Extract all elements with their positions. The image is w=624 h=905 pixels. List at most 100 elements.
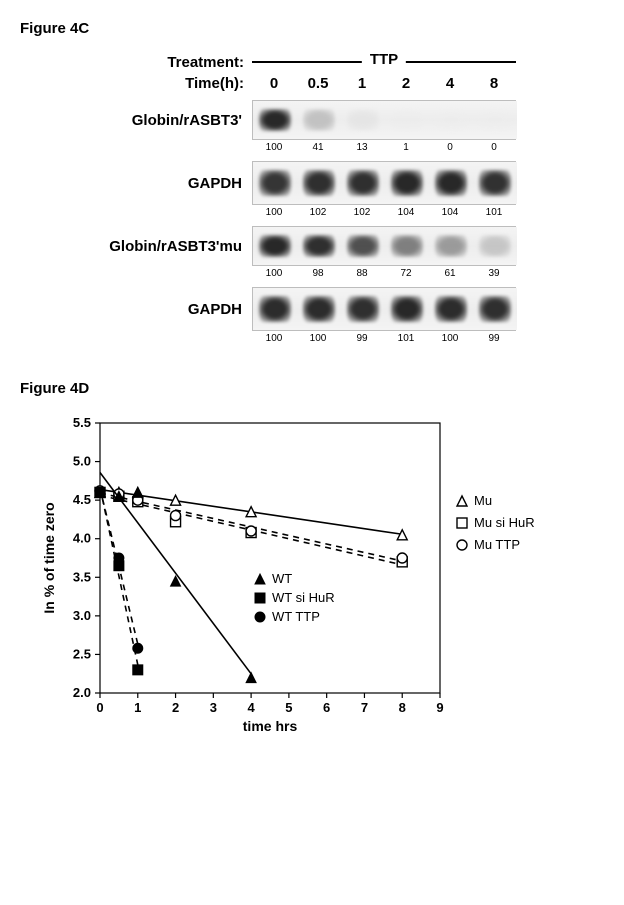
legend-marker <box>457 540 467 550</box>
blots-container: Globin/rASBT3'1004113100GAPDH10010210210… <box>92 100 532 344</box>
y-tick-label: 5.0 <box>73 454 91 469</box>
x-tick-label: 8 <box>399 700 406 715</box>
timepoint: 1 <box>340 75 384 92</box>
legend-marker <box>255 612 265 622</box>
blot-lane <box>385 288 429 330</box>
blot-band <box>435 170 467 195</box>
blot-name: GAPDH <box>92 175 252 192</box>
legend-item-inset: WT si HuR <box>272 590 335 605</box>
blot-lane <box>341 227 385 265</box>
treatment-row: Treatment: TTP <box>92 51 532 73</box>
y-tick-label: 4.0 <box>73 531 91 546</box>
quant-row: 1001009910110099 <box>92 333 532 344</box>
legend-item-right: Mu TTP <box>474 537 520 552</box>
panel-4c: Treatment: TTP Time(h): 00.51248 Globin/… <box>92 51 532 344</box>
quant-value: 99 <box>340 333 384 344</box>
blot-band <box>435 296 467 321</box>
panel-4d: 01234567892.02.53.03.54.04.55.05.5time h… <box>30 411 590 741</box>
blot-band <box>391 109 423 132</box>
blot-lane <box>385 101 429 139</box>
blot-lane <box>297 288 341 330</box>
blot-band <box>303 109 335 132</box>
quant-value: 72 <box>384 268 428 279</box>
x-tick-label: 7 <box>361 700 368 715</box>
blot-lane <box>473 101 517 139</box>
blot-band <box>347 235 379 258</box>
blot-image <box>252 226 516 266</box>
timepoint: 4 <box>428 75 472 92</box>
marker-mu_ttp <box>246 526 256 536</box>
y-tick-label: 2.5 <box>73 646 91 661</box>
blot-band <box>479 170 511 195</box>
blot-name: Globin/rASBT3'mu <box>92 238 252 255</box>
quant-value: 13 <box>340 142 384 153</box>
blot-lane <box>473 288 517 330</box>
blot-band <box>435 109 467 132</box>
x-axis-label: time hrs <box>243 718 298 734</box>
legend-marker <box>457 496 467 506</box>
blot-lane <box>341 288 385 330</box>
blot-band <box>347 170 379 195</box>
quant-value: 1 <box>384 142 428 153</box>
legend-item-inset: WT TTP <box>272 609 320 624</box>
legend-item-inset: WT <box>272 571 292 586</box>
blot-band <box>391 235 423 258</box>
quant-value: 99 <box>472 333 516 344</box>
x-tick-label: 3 <box>210 700 217 715</box>
blot-lane <box>429 101 473 139</box>
axis-box <box>100 423 440 693</box>
quant-value: 104 <box>428 207 472 218</box>
blot-lane <box>385 162 429 204</box>
legend-item-right: Mu <box>474 493 492 508</box>
marker-mu_ttp <box>171 511 181 521</box>
quant-value: 88 <box>340 268 384 279</box>
quant-value: 102 <box>296 207 340 218</box>
blot-block: GAPDH 1001009910110099 <box>92 287 532 344</box>
y-tick-label: 3.5 <box>73 569 91 584</box>
blot-lane <box>253 101 297 139</box>
legend-item-right: Mu si HuR <box>474 515 535 530</box>
blot-lane <box>385 227 429 265</box>
blot-image <box>252 161 516 205</box>
legend-marker <box>457 518 467 528</box>
timepoint: 0.5 <box>296 75 340 92</box>
quant-value: 61 <box>428 268 472 279</box>
quant-value: 100 <box>428 333 472 344</box>
y-axis-label: In % of time zero <box>41 502 57 613</box>
blot-lane <box>297 162 341 204</box>
marker-wt_ttp <box>114 553 124 563</box>
x-tick-label: 9 <box>436 700 443 715</box>
blot-lane <box>253 162 297 204</box>
quant-value: 0 <box>428 142 472 153</box>
blot-block: Globin/rASBT3'1004113100 <box>92 100 532 153</box>
marker-wt_sihur <box>133 665 143 675</box>
blot-band <box>259 296 291 321</box>
quant-value: 41 <box>296 142 340 153</box>
trend-line-wt_ttp <box>100 488 138 644</box>
x-tick-label: 4 <box>247 700 255 715</box>
quant-value: 100 <box>296 333 340 344</box>
blot-name: GAPDH <box>92 301 252 318</box>
blot-block: GAPDH100102102104104101 <box>92 161 532 218</box>
blot-image <box>252 100 516 140</box>
blot-name: Globin/rASBT3' <box>92 112 252 129</box>
blot-lane <box>473 162 517 204</box>
quant-value: 100 <box>252 142 296 153</box>
blot-band <box>303 296 335 321</box>
blot-band <box>479 109 511 132</box>
quant-value: 100 <box>252 333 296 344</box>
quant-value: 101 <box>472 207 516 218</box>
blot-row: GAPDH <box>92 287 532 331</box>
y-tick-label: 4.5 <box>73 492 91 507</box>
blot-band <box>391 170 423 195</box>
blot-image <box>252 287 516 331</box>
x-tick-label: 0 <box>96 700 103 715</box>
decay-chart: 01234567892.02.53.03.54.04.55.05.5time h… <box>30 411 590 741</box>
blot-row: Globin/rASBT3' <box>92 100 532 140</box>
quant-value: 98 <box>296 268 340 279</box>
blot-lane <box>341 101 385 139</box>
marker-wt <box>133 487 143 497</box>
blot-lane <box>429 227 473 265</box>
legend-marker <box>255 574 265 584</box>
x-tick-label: 5 <box>285 700 292 715</box>
